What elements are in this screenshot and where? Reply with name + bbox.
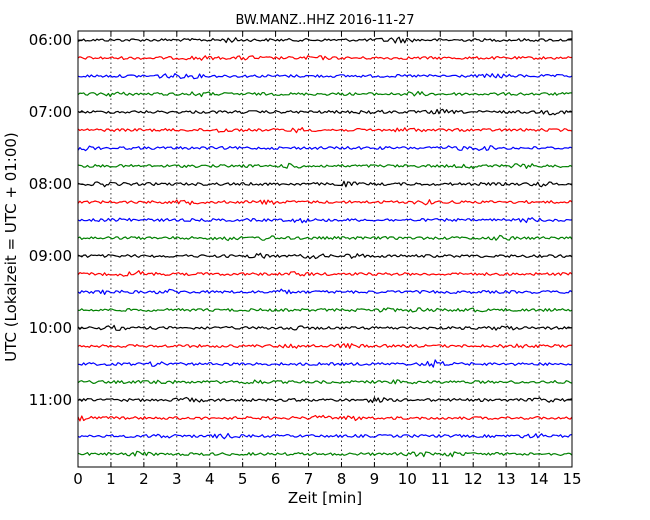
trace-07:45 <box>77 162 573 170</box>
x-tick-label: 5 <box>238 470 248 488</box>
y-axis-title: UTC (Lokalzeit = UTC + 01:00) <box>2 132 20 362</box>
x-tick-labels: 0 1 2 3 4 5 6 7 8 9 10 11 12 13 14 15 <box>73 470 581 488</box>
trace-11:00 <box>77 396 573 404</box>
axis-ticks <box>77 31 573 467</box>
x-tick-label: 10 <box>398 470 417 488</box>
y-tick-label: 06:00 <box>29 31 72 49</box>
y-tick-label: 08:00 <box>29 175 72 193</box>
x-tick-label: 12 <box>464 470 483 488</box>
x-tick-label: 0 <box>73 470 83 488</box>
x-tick-label: 13 <box>497 470 516 488</box>
trace-09:00 <box>77 252 573 260</box>
chart-title: BW.MANZ..HHZ 2016-11-27 <box>235 13 414 28</box>
x-tick-label: 11 <box>431 470 450 488</box>
trace-11:45 <box>77 450 573 458</box>
y-tick-label: 07:00 <box>29 103 72 121</box>
trace-11:30 <box>77 432 573 440</box>
plot-frame <box>77 30 573 468</box>
trace-10:15 <box>77 343 573 349</box>
y-tick-label: 10:00 <box>29 319 72 337</box>
x-tick-label: 4 <box>205 470 215 488</box>
y-tick-labels: 06:00 07:00 08:00 09:00 10:00 11:00 <box>29 31 72 409</box>
trace-06:30 <box>77 73 573 80</box>
trace-06:00 <box>77 36 573 44</box>
trace-07:00 <box>77 108 573 116</box>
x-tick-label: 6 <box>271 470 281 488</box>
x-tick-label: 9 <box>370 470 380 488</box>
vertical-gridlines <box>110 31 540 467</box>
trace-06:45 <box>77 90 573 98</box>
seismic-traces <box>77 36 573 458</box>
trace-08:30 <box>77 217 573 224</box>
x-tick-label: 3 <box>172 470 182 488</box>
x-tick-label: 15 <box>562 470 581 488</box>
x-tick-label: 1 <box>106 470 116 488</box>
trace-08:00 <box>77 180 573 188</box>
x-axis-title: Zeit [min] <box>288 489 362 507</box>
x-tick-label: 14 <box>530 470 549 488</box>
trace-07:15 <box>77 127 573 134</box>
trace-09:30 <box>77 288 573 295</box>
trace-08:45 <box>77 234 573 242</box>
trace-06:15 <box>77 55 572 61</box>
y-tick-label: 11:00 <box>29 391 72 409</box>
y-tick-label: 09:00 <box>29 247 72 265</box>
trace-08:15 <box>77 199 573 206</box>
trace-10:45 <box>77 379 573 385</box>
trace-07:30 <box>77 145 573 152</box>
x-tick-label: 7 <box>304 470 314 488</box>
trace-10:30 <box>77 359 573 368</box>
trace-10:00 <box>77 324 573 331</box>
trace-11:15 <box>77 414 573 422</box>
x-tick-label: 2 <box>139 470 149 488</box>
trace-09:15 <box>77 270 573 277</box>
trace-09:45 <box>77 307 573 313</box>
x-tick-label: 8 <box>337 470 347 488</box>
